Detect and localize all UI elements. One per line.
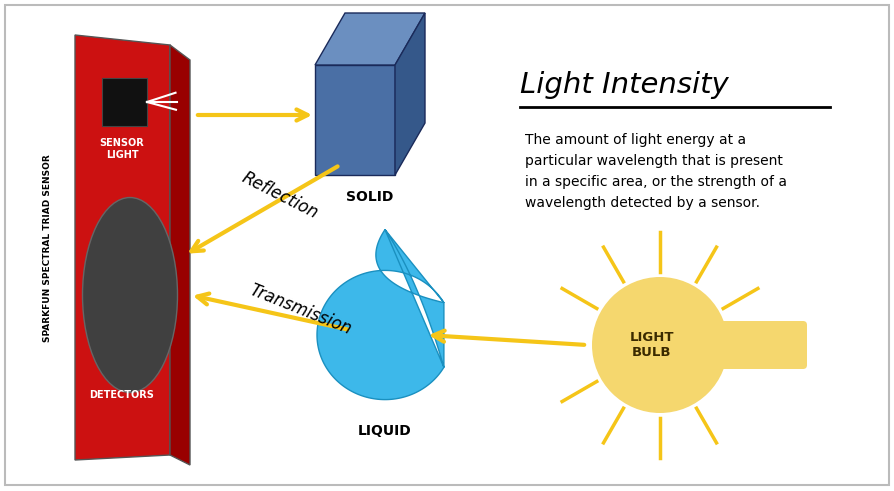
Text: The amount of light energy at a
particular wavelength that is present
in a speci: The amount of light energy at a particul…	[525, 133, 786, 211]
Ellipse shape	[82, 197, 177, 392]
Text: SENSOR
LIGHT: SENSOR LIGHT	[99, 138, 144, 160]
Polygon shape	[170, 45, 190, 465]
Polygon shape	[722, 325, 742, 365]
Text: LIQUID: LIQUID	[358, 424, 411, 438]
FancyBboxPatch shape	[718, 321, 806, 369]
FancyBboxPatch shape	[102, 78, 147, 126]
Polygon shape	[75, 35, 170, 460]
Polygon shape	[394, 13, 425, 175]
Text: Reflection: Reflection	[239, 168, 321, 222]
Circle shape	[591, 277, 727, 413]
Text: DETECTORS: DETECTORS	[89, 390, 155, 400]
Text: LIGHT
BULB: LIGHT BULB	[629, 331, 673, 359]
Text: Transmission: Transmission	[246, 281, 353, 339]
Text: SOLID: SOLID	[346, 190, 393, 204]
Text: SPARKFUN SPECTRAL TRIAD SENSOR: SPARKFUN SPECTRAL TRIAD SENSOR	[44, 154, 53, 342]
Polygon shape	[316, 230, 443, 400]
Polygon shape	[315, 65, 394, 175]
Polygon shape	[315, 13, 425, 65]
Text: Light Intensity: Light Intensity	[519, 71, 728, 99]
